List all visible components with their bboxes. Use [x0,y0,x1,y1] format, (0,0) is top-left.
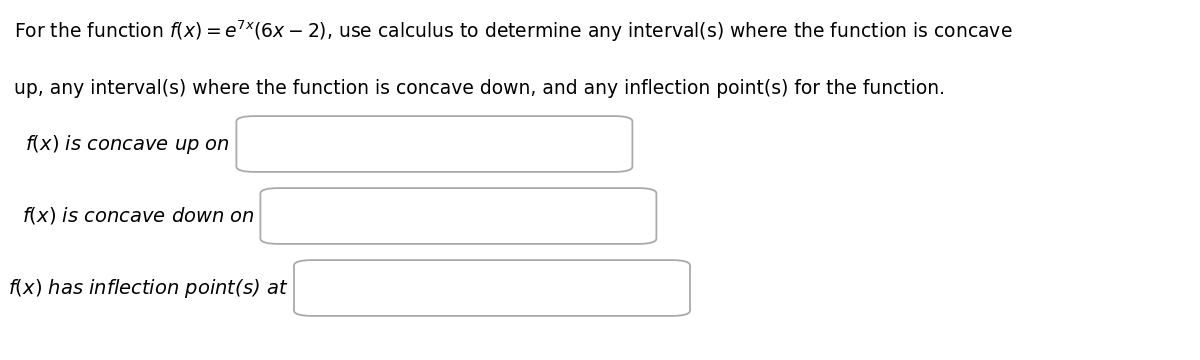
FancyBboxPatch shape [260,188,656,244]
FancyBboxPatch shape [294,260,690,316]
Text: $f(x)$ is concave up on: $f(x)$ is concave up on [25,132,230,156]
Text: For the function $f(x) = e^{7x}(6x - 2)$, use calculus to determine any interval: For the function $f(x) = e^{7x}(6x - 2)$… [14,18,1013,44]
Text: up, any interval(s) where the function is concave down, and any inflection point: up, any interval(s) where the function i… [14,79,946,98]
Text: $f(x)$ is concave down on: $f(x)$ is concave down on [22,206,254,226]
FancyBboxPatch shape [236,116,632,172]
Text: $f(x)$ has inflection point(s) at: $f(x)$ has inflection point(s) at [7,276,288,300]
